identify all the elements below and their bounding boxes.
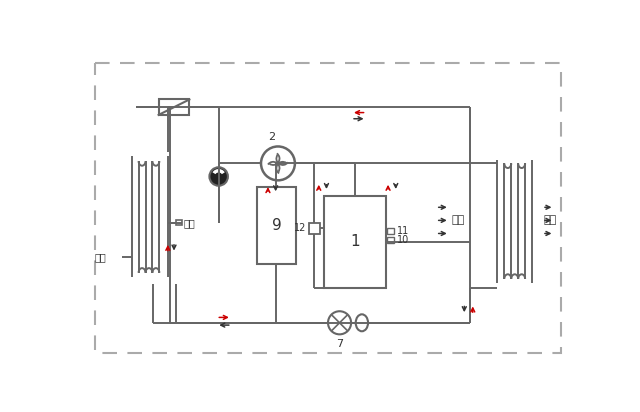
Circle shape [328,311,351,335]
Text: 9: 9 [271,218,282,232]
Text: 7: 7 [336,339,343,349]
Text: 进水: 进水 [183,218,195,228]
Text: 2: 2 [268,132,275,142]
Text: 12: 12 [294,223,307,233]
Bar [308,223,320,234]
Ellipse shape [356,314,368,331]
Text: 出风: 出风 [543,215,557,225]
Text: 进风: 进风 [451,215,465,225]
Bar [387,228,394,234]
Bar [324,196,386,288]
Bar [159,99,189,115]
Circle shape [209,167,228,186]
Text: 1: 1 [350,234,360,249]
Text: 11: 11 [397,226,409,236]
Bar [176,220,182,225]
Bar [387,237,394,243]
Circle shape [261,146,295,180]
Text: 10: 10 [397,235,409,246]
Text: 出水: 出水 [95,252,106,262]
Bar [257,187,296,264]
